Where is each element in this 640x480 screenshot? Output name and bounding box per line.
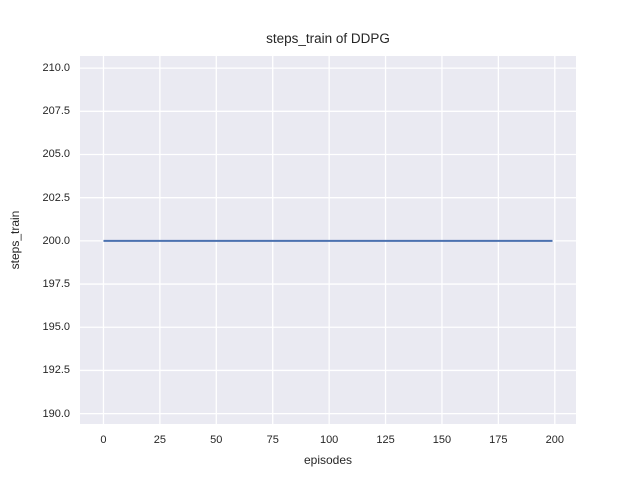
x-tick-label: 0 [100,434,107,446]
x-axis-label: episodes [303,453,353,467]
x-tick-label: 175 [489,434,508,446]
x-tick-label: 150 [432,434,452,446]
y-tick-label: 195.0 [42,321,70,334]
plot-area [80,56,576,424]
x-tick-label: 125 [376,434,395,446]
y-tick-label: 190.0 [42,407,70,420]
y-tick-label: 197.5 [42,278,70,291]
plot-canvas [80,56,576,424]
y-tick-label: 192.5 [42,364,70,377]
y-tick-label: 210.0 [42,62,70,75]
x-tick-label: 200 [545,434,564,446]
y-tick-label: 202.5 [42,191,70,204]
y-tick-label: 207.5 [42,105,70,118]
x-tick-label: 50 [210,434,223,446]
x-tick-label: 25 [153,434,166,446]
y-tick-label: 205.0 [42,148,70,161]
x-tick-label: 75 [266,434,279,446]
x-tick-label: 100 [319,434,339,446]
chart-title: steps_train of DDPG [266,31,390,46]
y-tick-label: 200.0 [42,234,70,247]
